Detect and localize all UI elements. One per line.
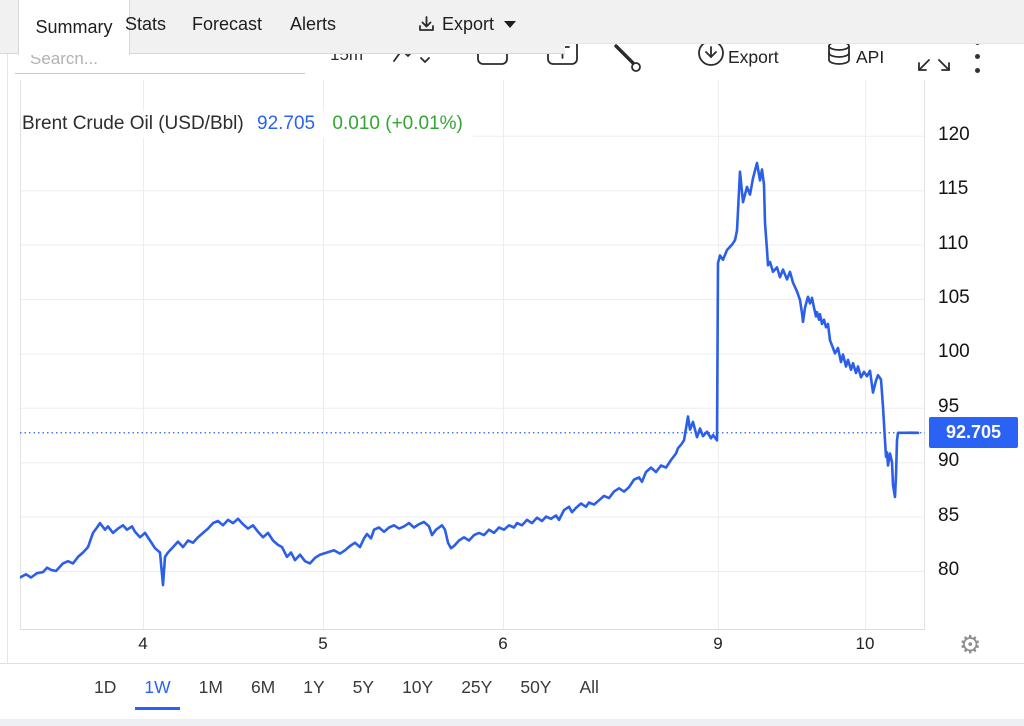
y-axis-label: 120 xyxy=(938,123,970,145)
chart-price: 92.705 xyxy=(257,113,316,134)
panel-left-border xyxy=(7,43,8,663)
range-button-1d[interactable]: 1D xyxy=(94,677,117,697)
range-button-1m[interactable]: 1M xyxy=(198,677,223,697)
tab-export-label: Export xyxy=(442,13,495,34)
range-button-5y[interactable]: 5Y xyxy=(352,677,375,697)
database-icon[interactable] xyxy=(826,40,852,68)
y-axis-label: 85 xyxy=(938,504,960,526)
x-axis-label: 10 xyxy=(855,634,875,653)
bottom-strip xyxy=(0,719,1024,726)
range-button-6m[interactable]: 6M xyxy=(250,677,276,697)
range-button-25y[interactable]: 25Y xyxy=(461,677,493,697)
settings-gear-icon[interactable]: ⚙ xyxy=(959,631,982,659)
chart-change: 0.010 (+0.01%) xyxy=(332,113,463,134)
chart-title: Brent Crude Oil (USD/Bbl) xyxy=(22,113,244,134)
tab-forecast[interactable]: Forecast xyxy=(192,13,263,34)
range-selector-bar: 1D 1W 1M 6M 1Y 5Y 10Y 25Y 50Y All xyxy=(0,663,1024,720)
tab-alerts[interactable]: Alerts xyxy=(290,13,337,34)
more-menu-icon[interactable] xyxy=(975,40,981,82)
tab-export[interactable]: Export xyxy=(418,0,517,48)
x-axis-label: 5 xyxy=(318,634,328,653)
range-button-50y[interactable]: 50Y xyxy=(520,677,552,697)
y-axis-label: 95 xyxy=(938,395,960,417)
y-axis-label: 115 xyxy=(938,178,969,200)
price-series-line xyxy=(20,161,920,587)
x-axis-label: 6 xyxy=(498,634,508,653)
draw-tool-icon[interactable] xyxy=(612,43,644,75)
y-axis-label: 100 xyxy=(938,341,970,363)
api-button[interactable]: API xyxy=(856,47,885,67)
chart-header: Brent Crude Oil (USD/Bbl) 92.705 0.010 (… xyxy=(22,111,473,138)
tab-stats[interactable]: Stats xyxy=(125,13,167,34)
tab-summary[interactable]: Summary xyxy=(18,0,130,55)
caret-down-icon xyxy=(504,20,517,28)
range-button-10y[interactable]: 10Y xyxy=(402,677,434,697)
y-axis-label: 105 xyxy=(938,287,970,308)
download-icon xyxy=(418,15,435,33)
chart-canvas[interactable] xyxy=(20,80,925,630)
range-button-all[interactable]: All xyxy=(579,677,599,697)
y-axis-label: 110 xyxy=(938,232,969,254)
range-button-1w[interactable]: 1W xyxy=(135,667,180,710)
export-button[interactable]: Export xyxy=(728,47,779,67)
fullscreen-icon[interactable] xyxy=(915,38,955,72)
price-axis-label: 92.705 xyxy=(929,417,1018,449)
y-axis-label: 80 xyxy=(938,559,960,580)
x-axis-label: 4 xyxy=(138,634,148,653)
range-button-1y[interactable]: 1Y xyxy=(303,677,325,697)
x-axis-label: 9 xyxy=(713,634,723,653)
y-axis-label: 90 xyxy=(938,450,960,472)
